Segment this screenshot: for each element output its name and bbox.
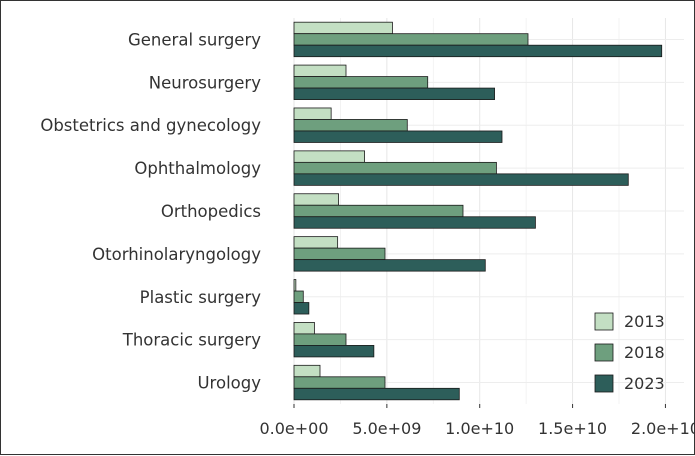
category-label: Ophthalmology (134, 159, 261, 178)
category-labels: General surgery Neurosurgery Obstetrics an… (40, 30, 261, 392)
category-label: Thoracic surgery (122, 331, 261, 350)
x-tick-label: 5.0e+09 (352, 419, 421, 438)
legend-swatch-2013 (594, 312, 614, 331)
bar-2023-ophthalmology (293, 173, 629, 186)
bar-2018-urology (293, 376, 386, 389)
bar-2018-general-surgery (293, 33, 529, 46)
bar-2018-orthopedics (293, 204, 464, 218)
x-tick-label: 0.0e+00 (259, 419, 328, 438)
bar-2013-obstetrics-and-gynecology (293, 107, 332, 120)
bars-layer (293, 21, 663, 401)
bar-2023-otorhinolaryngology (293, 259, 486, 272)
bar-2013-general-surgery (293, 21, 393, 35)
category-label: Neurosurgery (149, 73, 261, 92)
bar-2023-urology (293, 387, 460, 401)
category-label: Plastic surgery (140, 288, 262, 307)
bar-2023-orthopedics (293, 216, 536, 229)
bar-2018-ophthalmology (293, 161, 497, 175)
category-label: Orthopedics (161, 202, 261, 221)
bar-2013-plastic-surgery (293, 279, 297, 292)
bar-2013-orthopedics (293, 193, 339, 206)
legend-swatch-2018 (594, 343, 614, 362)
x-tick-label: 1.5e+10 (538, 419, 607, 438)
bar-2023-obstetrics-and-gynecology (293, 130, 503, 143)
x-tick-label: 1.0e+10 (445, 419, 514, 438)
category-label: General surgery (128, 30, 261, 49)
category-label: Urology (197, 374, 261, 393)
legend-label-2018: 2018 (624, 343, 665, 362)
legend-swatch-2023 (594, 374, 614, 393)
legend-label-2023: 2023 (624, 374, 665, 393)
bar-2013-urology (293, 364, 321, 378)
bar-2023-general-surgery (293, 44, 663, 58)
category-label: Otorhinolaryngology (92, 245, 261, 264)
legend: 2013 2018 2023 (594, 312, 665, 393)
x-tick-labels: 0.0e+00 5.0e+09 1.0e+10 1.5e+10 2.0e+10 (259, 404, 695, 438)
bar-2023-neurosurgery (293, 87, 495, 100)
bar-2018-plastic-surgery (293, 290, 304, 303)
legend-label-2013: 2013 (624, 312, 665, 331)
x-tick-label: 2.0e+10 (631, 419, 695, 438)
category-label: Obstetrics and gynecology (40, 116, 261, 135)
bar-2018-otorhinolaryngology (293, 247, 386, 261)
bar-2023-thoracic-surgery (293, 345, 375, 358)
bar-2013-ophthalmology (293, 150, 365, 163)
bar-2013-thoracic-surgery (293, 322, 315, 335)
bar-2023-plastic-surgery (293, 302, 310, 315)
bar-2018-neurosurgery (293, 76, 429, 89)
bar-2013-otorhinolaryngology (293, 236, 339, 249)
bar-2018-thoracic-surgery (293, 333, 347, 346)
bar-2018-obstetrics-and-gynecology (293, 119, 408, 132)
bar-2013-neurosurgery (293, 64, 347, 77)
